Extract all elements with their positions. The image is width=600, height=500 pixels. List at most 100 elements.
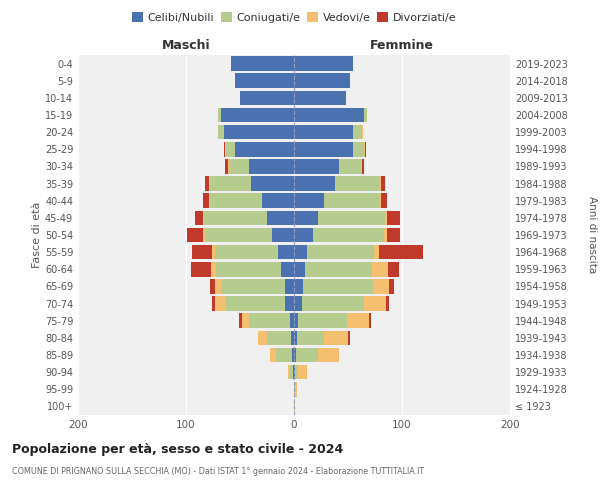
Bar xyxy=(232,56,294,71)
Bar xyxy=(203,210,205,225)
Bar xyxy=(318,210,385,225)
Bar xyxy=(248,159,294,174)
Bar xyxy=(287,365,290,380)
Bar xyxy=(278,245,294,260)
Bar xyxy=(267,210,294,225)
Bar xyxy=(209,194,210,208)
Bar xyxy=(270,348,275,362)
Bar xyxy=(372,262,388,276)
Bar xyxy=(294,330,297,345)
Bar xyxy=(286,296,294,311)
Bar xyxy=(294,382,295,396)
Bar xyxy=(203,228,205,242)
Bar xyxy=(294,348,296,362)
Bar xyxy=(291,330,294,345)
Bar xyxy=(267,330,291,345)
Bar xyxy=(385,210,387,225)
Text: Anni di nascita: Anni di nascita xyxy=(587,196,597,274)
Bar xyxy=(290,314,294,328)
Bar xyxy=(297,330,324,345)
Bar xyxy=(286,279,294,293)
Legend: Celibi/Nubili, Coniugati/e, Vedovi/e, Divorziati/e: Celibi/Nubili, Coniugati/e, Vedovi/e, Di… xyxy=(127,8,461,28)
Bar xyxy=(251,176,294,191)
Bar xyxy=(374,245,379,260)
Bar xyxy=(307,245,374,260)
Bar xyxy=(298,365,307,380)
Bar xyxy=(225,142,226,156)
Bar xyxy=(302,279,373,293)
Text: Maschi: Maschi xyxy=(161,40,211,52)
Bar xyxy=(373,279,389,293)
Bar xyxy=(292,348,294,362)
Bar xyxy=(294,90,346,105)
Bar xyxy=(290,365,293,380)
Bar xyxy=(318,348,340,362)
Bar xyxy=(248,314,290,328)
Bar xyxy=(193,245,212,260)
Bar xyxy=(259,330,267,345)
Bar xyxy=(239,314,242,328)
Y-axis label: Fasce di età: Fasce di età xyxy=(32,202,42,268)
Bar xyxy=(194,210,203,225)
Bar xyxy=(191,262,211,276)
Bar xyxy=(294,296,302,311)
Bar xyxy=(386,296,389,311)
Bar xyxy=(205,210,267,225)
Bar xyxy=(210,279,215,293)
Bar xyxy=(353,142,364,156)
Bar xyxy=(340,159,361,174)
Bar xyxy=(387,228,400,242)
Bar xyxy=(209,176,210,191)
Bar xyxy=(296,348,318,362)
Bar xyxy=(387,210,400,225)
Bar xyxy=(389,279,394,293)
Bar xyxy=(294,279,302,293)
Bar xyxy=(348,330,350,345)
Bar xyxy=(211,262,216,276)
Bar xyxy=(240,90,294,105)
Bar xyxy=(382,176,385,191)
Bar xyxy=(212,245,215,260)
Bar xyxy=(298,314,347,328)
Bar xyxy=(224,125,294,140)
Bar xyxy=(187,228,203,242)
Bar xyxy=(364,142,365,156)
Bar xyxy=(281,262,294,276)
Bar xyxy=(221,279,286,293)
Bar xyxy=(295,365,298,380)
Bar xyxy=(225,159,228,174)
Bar xyxy=(324,194,380,208)
Bar xyxy=(293,365,294,380)
Bar xyxy=(294,262,305,276)
Bar xyxy=(313,228,383,242)
Bar xyxy=(205,176,209,191)
Bar xyxy=(294,56,353,71)
Bar xyxy=(362,159,364,174)
Bar xyxy=(294,314,298,328)
Bar xyxy=(383,228,387,242)
Bar xyxy=(226,296,286,311)
Bar xyxy=(364,108,367,122)
Bar xyxy=(226,142,235,156)
Text: COMUNE DI PRIGNANO SULLA SECCHIA (MO) - Dati ISTAT 1° gennaio 2024 - Elaborazion: COMUNE DI PRIGNANO SULLA SECCHIA (MO) - … xyxy=(12,468,424,476)
Bar xyxy=(294,125,353,140)
Bar xyxy=(262,194,294,208)
Bar xyxy=(210,194,262,208)
Bar xyxy=(242,314,248,328)
Bar xyxy=(380,176,382,191)
Text: Femmine: Femmine xyxy=(370,40,434,52)
Bar xyxy=(205,228,272,242)
Bar xyxy=(353,125,362,140)
Bar xyxy=(203,194,209,208)
Bar xyxy=(324,330,348,345)
Bar xyxy=(382,194,387,208)
Bar xyxy=(210,176,251,191)
Bar xyxy=(215,279,221,293)
Bar xyxy=(335,176,380,191)
Bar xyxy=(235,74,294,88)
Bar xyxy=(364,296,386,311)
Bar xyxy=(294,210,318,225)
Bar xyxy=(294,176,335,191)
Text: Popolazione per età, sesso e stato civile - 2024: Popolazione per età, sesso e stato civil… xyxy=(12,442,343,456)
Bar xyxy=(305,262,372,276)
